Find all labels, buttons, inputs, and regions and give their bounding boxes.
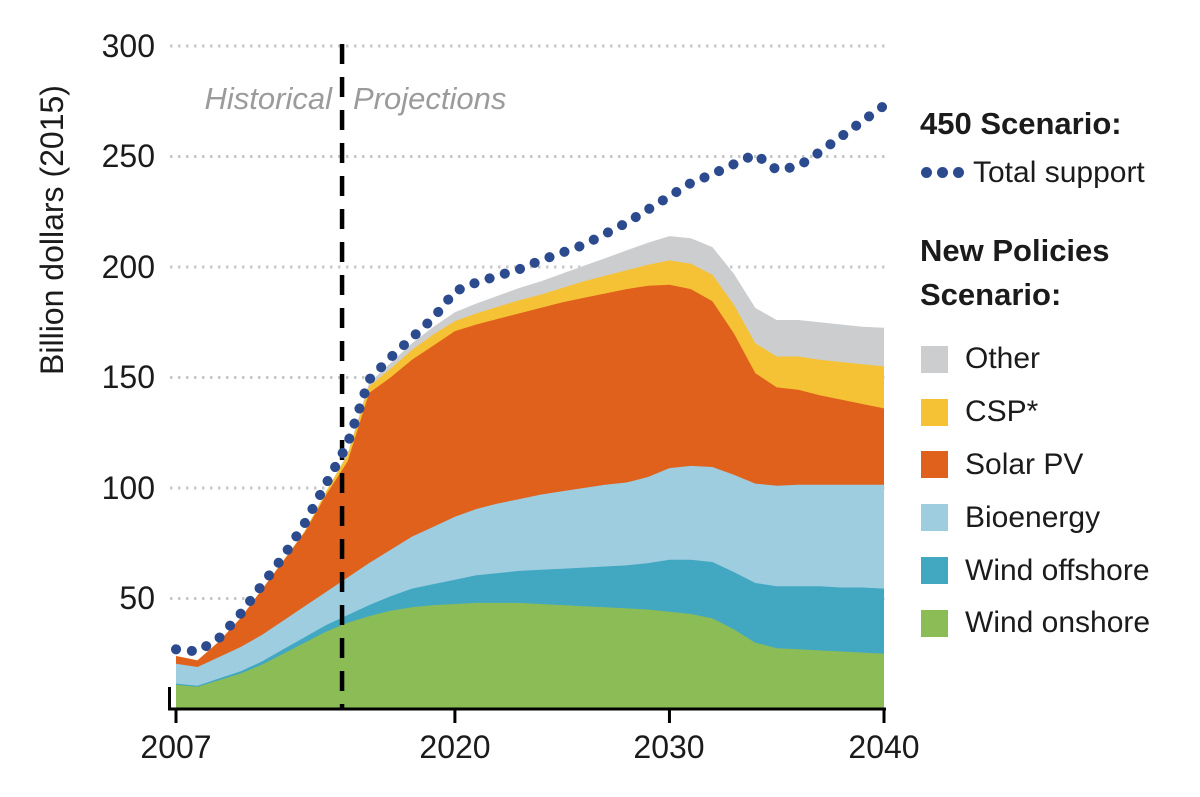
dotted-line-swatch-icon bbox=[937, 167, 948, 178]
legend-group-450-title: 450 Scenario: bbox=[920, 106, 1122, 141]
x-tick-label: 2040 bbox=[848, 729, 920, 765]
dotted-line-swatch-icon bbox=[953, 167, 964, 178]
legend-item-label: Other bbox=[965, 342, 1041, 376]
total-support-dotted-line bbox=[171, 100, 889, 657]
csp-swatch-icon bbox=[921, 398, 948, 426]
legend-group-nps-title: New Policies Scenario: bbox=[920, 233, 1110, 312]
y-tick-label: 150 bbox=[101, 359, 155, 395]
legend-item-label: CSP* bbox=[965, 395, 1039, 429]
wind-offshore-swatch-icon bbox=[921, 557, 948, 585]
legend-item-other: Other bbox=[921, 333, 1150, 386]
solar-pv-swatch-icon bbox=[921, 451, 948, 479]
legend-item-csp: CSP* bbox=[921, 386, 1150, 439]
legend-item-label: Solar PV bbox=[965, 447, 1084, 481]
y-tick-label: 200 bbox=[101, 249, 155, 285]
legend-item-wind-onshore: Wind onshore bbox=[921, 597, 1150, 650]
y-tick-label: 50 bbox=[119, 580, 155, 616]
legend-item-wind-offshore: Wind offshore bbox=[921, 544, 1150, 597]
legend-items-list: Other CSP* Solar PV Bioenergy Wind offsh… bbox=[921, 333, 1150, 650]
x-tick-label: 2007 bbox=[140, 729, 212, 765]
y-tick-label: 100 bbox=[101, 470, 155, 506]
other-swatch-icon bbox=[921, 345, 948, 373]
legend-item-label: Wind offshore bbox=[965, 553, 1150, 587]
legend-item-total-support: Total support bbox=[921, 156, 1145, 189]
historical-annotation: Historical bbox=[204, 81, 332, 116]
y-axis-title: Billion dollars (2015) bbox=[34, 85, 70, 375]
wind-onshore-swatch-icon bbox=[921, 609, 948, 637]
wind_onshore-area bbox=[176, 602, 884, 709]
legend-item-bioenergy: Bioenergy bbox=[921, 491, 1150, 544]
x-tick-label: 2030 bbox=[633, 729, 705, 765]
legend-item-label: Bioenergy bbox=[965, 500, 1101, 534]
legend-item-label: Total support bbox=[973, 155, 1145, 189]
y-tick-label: 250 bbox=[101, 138, 155, 174]
dotted-line-swatch-icon bbox=[921, 167, 932, 178]
bioenergy-swatch-icon bbox=[921, 504, 948, 532]
legend-item-label: Wind onshore bbox=[965, 606, 1151, 640]
y-tick-label: 300 bbox=[101, 28, 155, 64]
projections-annotation: Projections bbox=[353, 81, 507, 116]
x-tick-label: 2020 bbox=[419, 729, 491, 765]
legend-item-solar-pv: Solar PV bbox=[921, 439, 1150, 492]
